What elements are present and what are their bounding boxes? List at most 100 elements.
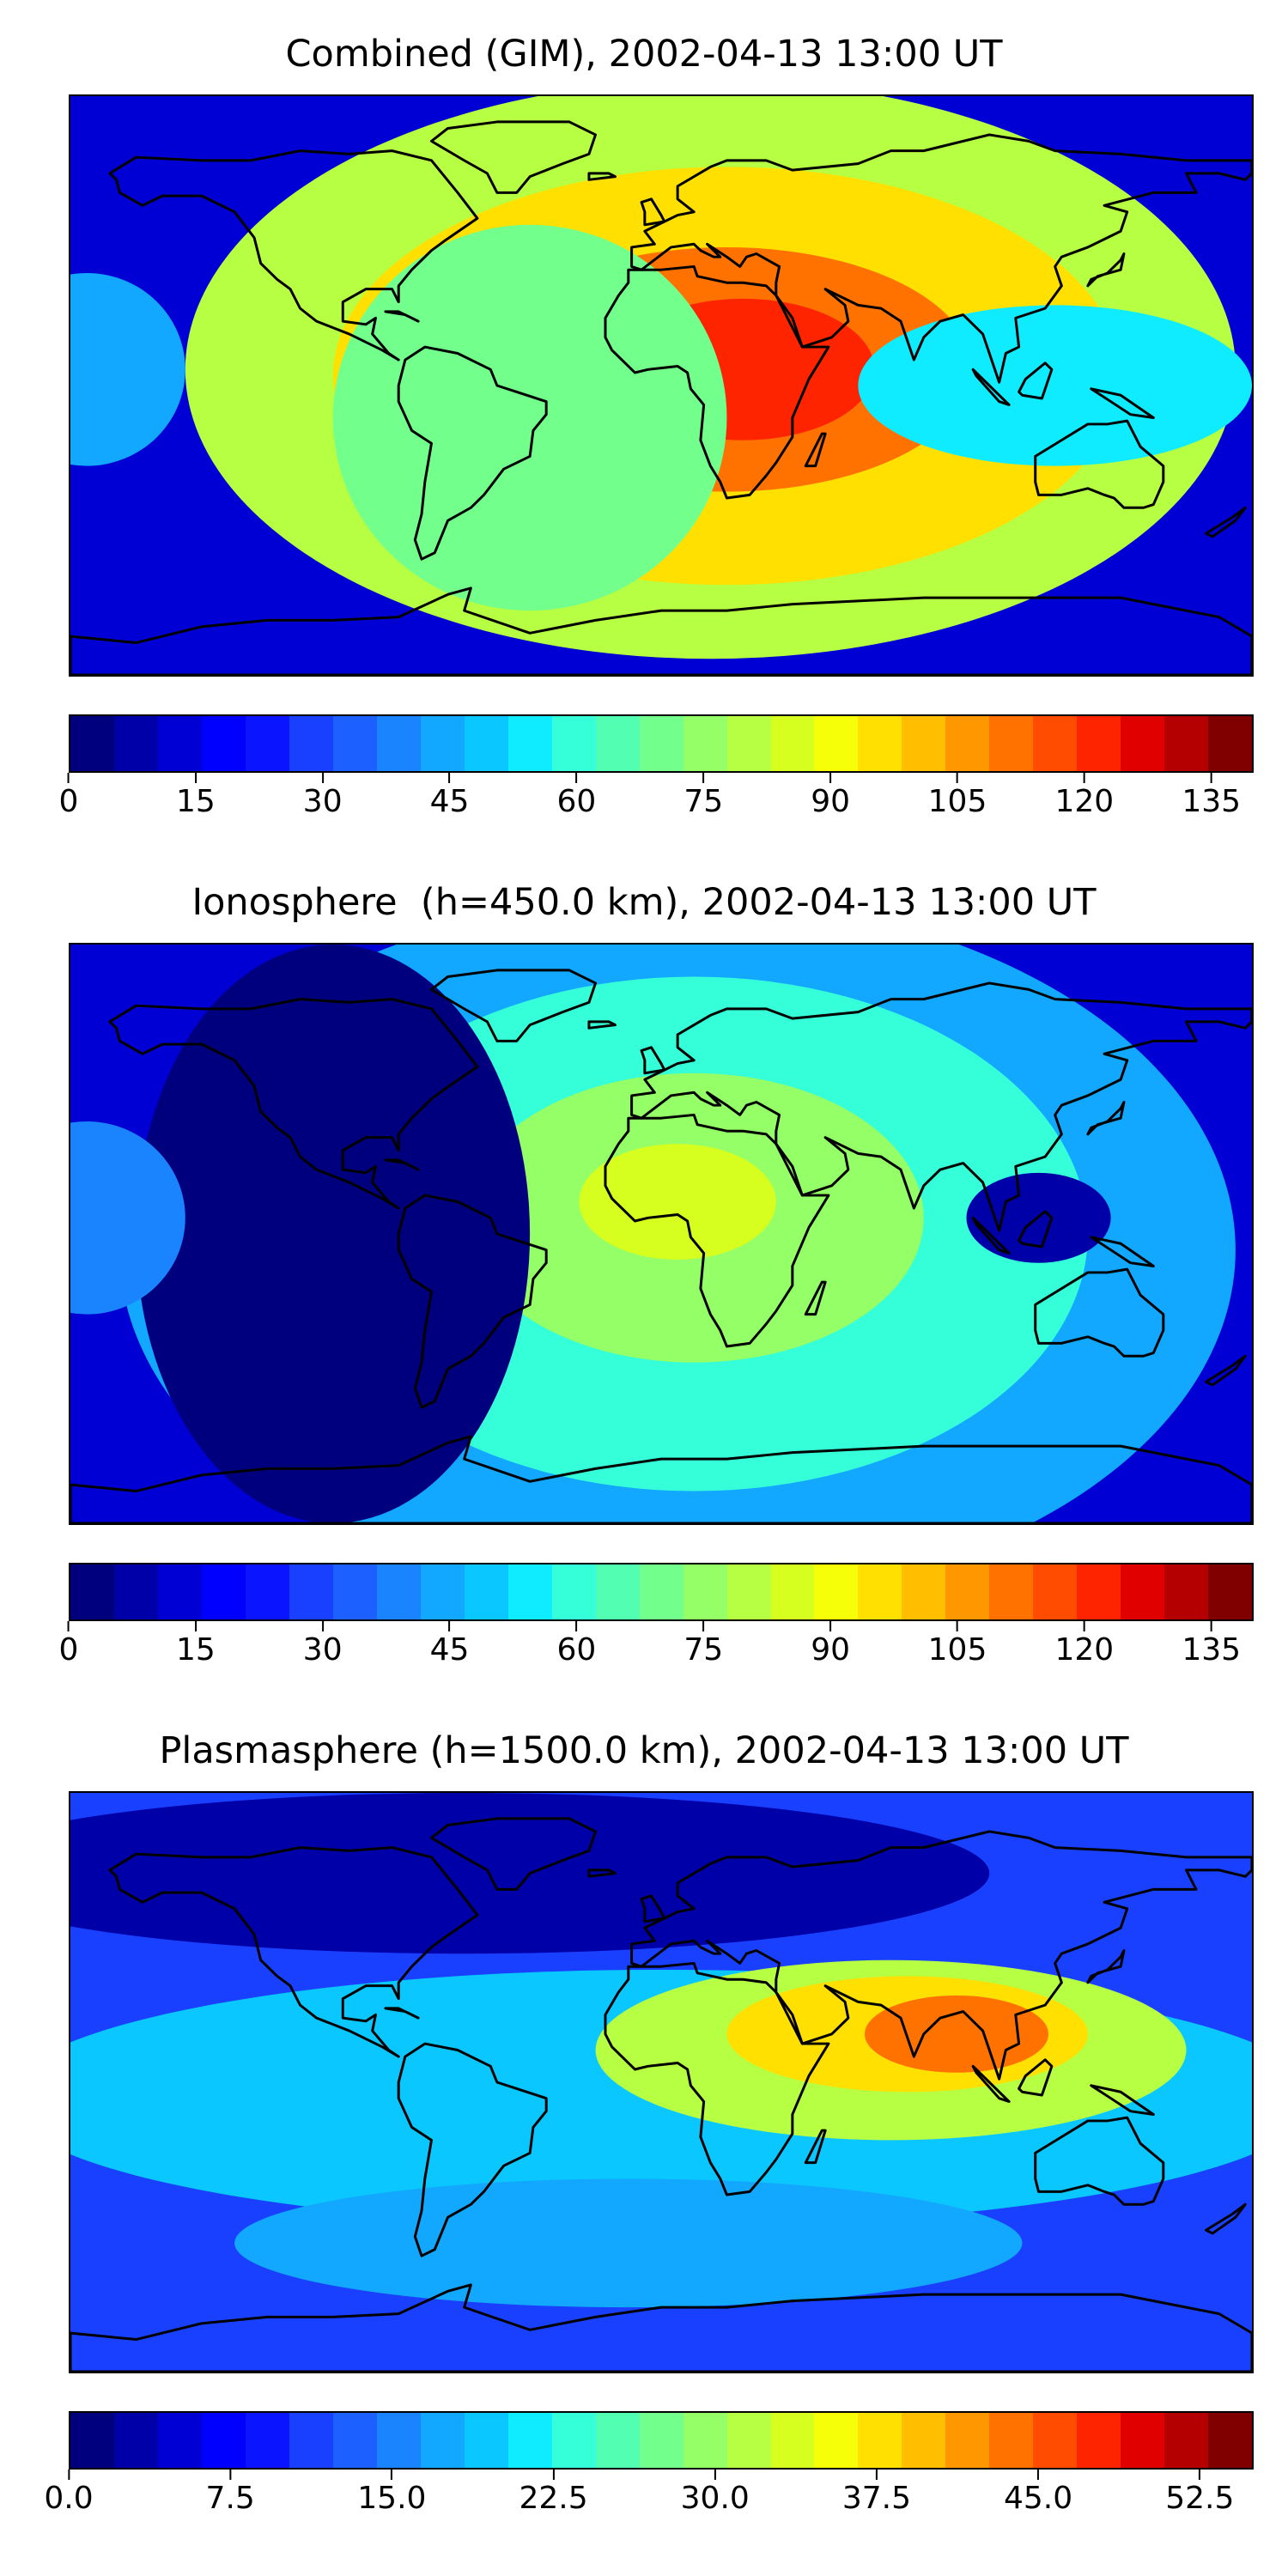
colorbar-segment <box>332 1564 377 1619</box>
panel-title: Combined (GIM), 2002-04-13 13:00 UT <box>285 33 1003 76</box>
colorbar-segment <box>945 716 990 771</box>
colorbar-tick: 90 <box>811 1621 850 1669</box>
colorbar-segment <box>464 1564 508 1619</box>
map-axes[interactable] <box>69 943 1254 1525</box>
colorbar-segment <box>902 716 946 771</box>
colorbar-segment <box>639 1564 683 1619</box>
coastline <box>587 1020 617 1030</box>
colorbar-tick: 90 <box>811 773 850 821</box>
coastline <box>1018 2058 1054 2097</box>
tick-mark <box>194 773 197 783</box>
colorbar-segment <box>113 716 158 771</box>
map-svg <box>70 945 1252 1523</box>
colorbar-segment <box>70 2413 114 2468</box>
tick-label: 37.5 <box>841 2481 911 2516</box>
colorbar-segment <box>726 716 771 771</box>
coastline <box>1090 387 1155 419</box>
coastline <box>630 133 1252 384</box>
tick-mark <box>1083 1621 1085 1631</box>
coastline <box>640 197 666 227</box>
tick-label: 60 <box>556 784 597 819</box>
colorbar-tick: 37.5 <box>842 2470 911 2518</box>
colorbar-segment <box>683 1564 727 1619</box>
coastline <box>108 1846 479 2058</box>
colorbar-segment <box>157 2413 202 2468</box>
map-axes[interactable] <box>69 1791 1254 2373</box>
coastline <box>70 2283 1252 2372</box>
colorbar-segment <box>420 2413 465 2468</box>
coastline <box>384 1158 420 1171</box>
tick-label: 15 <box>175 784 216 819</box>
tick-mark <box>321 1621 324 1631</box>
colorbar-segment <box>113 1564 158 1619</box>
coastline <box>70 1435 1252 1523</box>
colorbar-segment <box>1121 2413 1165 2468</box>
colorbar-tick: 60 <box>556 773 597 821</box>
colorbar-tick: 22.5 <box>519 2470 588 2518</box>
coastline <box>1018 361 1054 400</box>
tick-mark <box>194 1621 197 1631</box>
tick-mark <box>829 773 832 783</box>
tick-label: 45 <box>429 784 470 819</box>
colorbar-tick: 120 <box>1054 1621 1114 1669</box>
colorbar-segment <box>595 2413 640 2468</box>
colorbar-tick: 15 <box>176 1621 216 1669</box>
map-axes[interactable] <box>69 94 1254 677</box>
tick-mark <box>391 2470 393 2480</box>
colorbar-tick: 105 <box>928 1621 987 1669</box>
tick-label: 45 <box>429 1632 470 1668</box>
colorbar-tick: 75 <box>683 1621 723 1669</box>
tick-label: 15.0 <box>357 2481 427 2516</box>
colorbar-tick: 15.0 <box>357 2470 426 2518</box>
colorbar-segment <box>639 716 683 771</box>
tick-mark <box>1210 773 1212 783</box>
coastline <box>604 264 830 500</box>
tick-mark <box>714 2470 716 2480</box>
colorbar-segment <box>1164 1564 1209 1619</box>
colorbar-segment <box>770 716 815 771</box>
colorbar-tick: 0.0 <box>44 2470 94 2518</box>
colorbar-ticks: 0 15 30 45 60 75 90 105 120 135 <box>59 1621 1254 1673</box>
tick-mark <box>68 1621 70 1631</box>
colorbar-segment <box>595 1564 640 1619</box>
colorbar-tick: 135 <box>1182 1621 1241 1669</box>
colorbar-segment <box>289 1564 333 1619</box>
coastline <box>587 1868 617 1878</box>
colorbar-tick: 52.5 <box>1165 2470 1234 2518</box>
colorbar-segment <box>945 2413 990 2468</box>
tec-contour-region <box>579 1144 776 1260</box>
coastline <box>1204 2202 1247 2235</box>
tick-label: 135 <box>1182 784 1242 819</box>
tec-contour-region <box>858 305 1252 466</box>
tick-label: 30 <box>302 784 343 819</box>
colorbar-tick: 7.5 <box>206 2470 255 2518</box>
colorbar-segment <box>989 2413 1034 2468</box>
tec-contour-region <box>70 1121 185 1315</box>
colorbar-segment <box>814 1564 859 1619</box>
colorbar-segment <box>245 716 289 771</box>
colorbar-segment <box>551 1564 596 1619</box>
tick-mark <box>702 1621 705 1631</box>
colorbar-tick: 15 <box>176 773 216 821</box>
colorbar-tick: 0 <box>59 773 78 821</box>
coastline <box>804 2129 827 2165</box>
coastline <box>1204 1354 1247 1387</box>
colorbar-segment <box>245 2413 289 2468</box>
colorbar-segment <box>201 2413 246 2468</box>
coastline <box>587 172 617 181</box>
coastline <box>630 981 1252 1232</box>
colorbar-segment <box>201 1564 246 1619</box>
tick-label: 105 <box>927 784 987 819</box>
tick-label: 7.5 <box>205 2481 255 2516</box>
colorbar-tick: 30 <box>303 1621 343 1669</box>
colorbar-segment <box>989 716 1034 771</box>
colorbar-tick: 30 <box>303 773 343 821</box>
tick-mark <box>448 773 451 783</box>
tec-contour-region <box>136 945 531 1523</box>
colorbar-segment <box>245 1564 289 1619</box>
tick-label: 0.0 <box>44 2481 94 2516</box>
tick-mark <box>957 1621 958 1631</box>
colorbar <box>69 714 1254 773</box>
colorbar-ticks: 0.0 7.5 15.0 22.5 30.0 37.5 45.0 52.5 <box>44 2470 1254 2521</box>
colorbar-ticks: 0 15 30 45 60 75 90 105 120 135 <box>59 773 1254 824</box>
